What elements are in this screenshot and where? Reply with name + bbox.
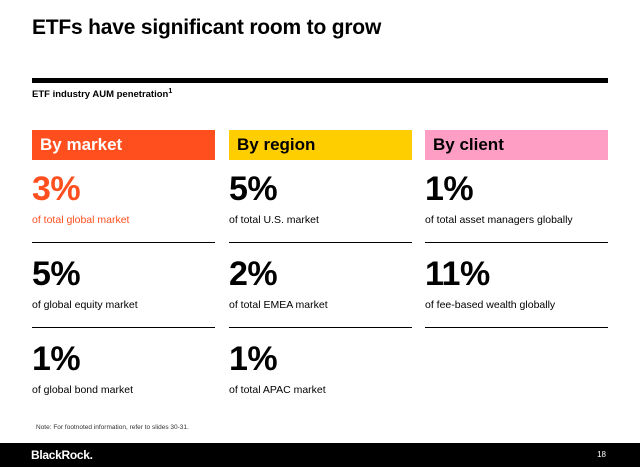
stat-value: 2% bbox=[229, 255, 278, 293]
page-number: 18 bbox=[597, 450, 606, 459]
stat-divider bbox=[425, 242, 608, 243]
stat-label: of total U.S. market bbox=[229, 214, 319, 226]
stat-divider bbox=[229, 327, 412, 328]
column-header-by-market: By market bbox=[32, 130, 215, 160]
stat-value: 1% bbox=[32, 340, 81, 378]
column-by-region: By region bbox=[229, 130, 412, 160]
stat-label: of total global market bbox=[32, 214, 130, 226]
stat-value: 3% bbox=[32, 170, 81, 208]
stat-divider bbox=[32, 242, 215, 243]
blackrock-logo: BlackRock. bbox=[31, 448, 93, 462]
stat-value: 5% bbox=[229, 170, 278, 208]
footer-bar: BlackRock. 18 bbox=[0, 443, 640, 467]
stat-divider bbox=[425, 327, 608, 328]
stat-divider bbox=[229, 242, 412, 243]
stat-label: of global equity market bbox=[32, 299, 138, 311]
subtitle-footnote-ref: 1 bbox=[168, 87, 173, 95]
stat-value: 1% bbox=[229, 340, 278, 378]
slide-subtitle: ETF industry AUM penetration1 bbox=[32, 87, 173, 100]
stat-value: 5% bbox=[32, 255, 81, 293]
column-header-by-region: By region bbox=[229, 130, 412, 160]
stat-label: of total APAC market bbox=[229, 384, 326, 396]
stat-label: of global bond market bbox=[32, 384, 133, 396]
stat-value: 1% bbox=[425, 170, 474, 208]
stat-label: of total asset managers globally bbox=[425, 214, 573, 226]
subtitle-text: ETF industry AUM penetration bbox=[32, 89, 169, 100]
stat-label: of total EMEA market bbox=[229, 299, 328, 311]
stat-divider bbox=[32, 327, 215, 328]
stat-label: of fee-based wealth globally bbox=[425, 299, 556, 311]
slide-title: ETFs have significant room to grow bbox=[32, 16, 382, 39]
column-by-client: By client bbox=[425, 130, 608, 160]
stat-value: 11% bbox=[425, 255, 490, 293]
title-divider bbox=[32, 78, 608, 83]
footnote: Note: For footnoted information, refer t… bbox=[36, 424, 189, 431]
column-by-market: By market bbox=[32, 130, 215, 160]
column-header-by-client: By client bbox=[425, 130, 608, 160]
